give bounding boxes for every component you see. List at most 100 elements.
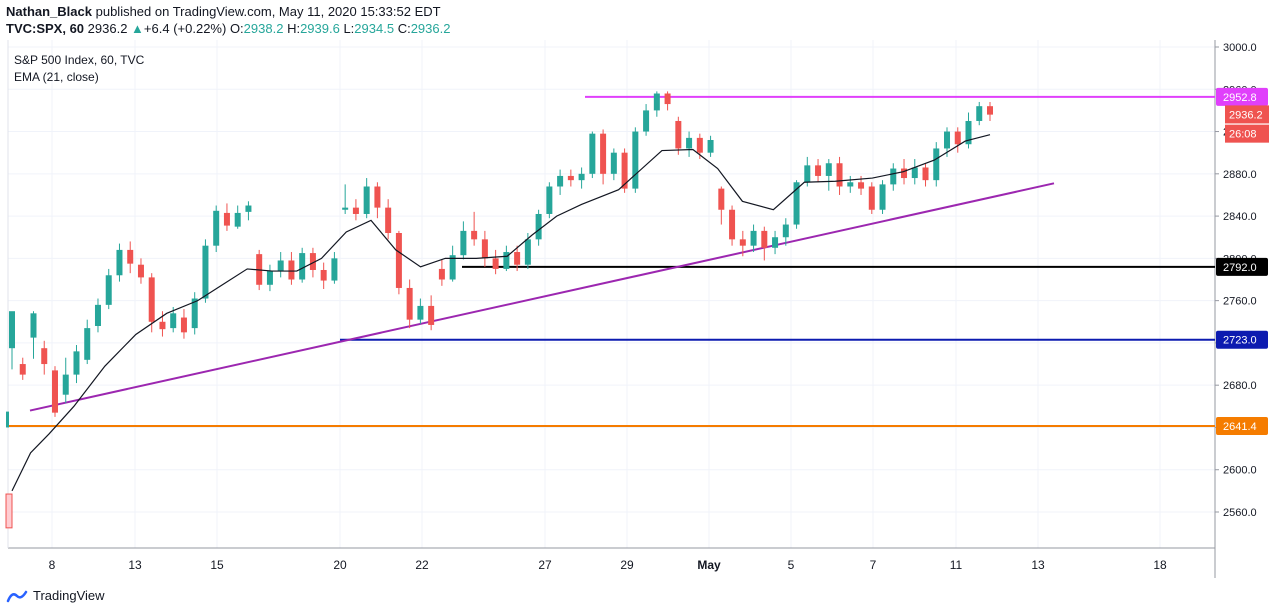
candle-body: [342, 207, 349, 210]
brand-name: TradingView: [33, 588, 105, 603]
candle-body: [202, 245, 209, 299]
candle-body: [213, 210, 220, 246]
level-label-bg: [1216, 416, 1268, 435]
level-label: 2952.8: [1223, 92, 1257, 104]
candle-body: [374, 186, 381, 208]
candle-body: [825, 163, 832, 176]
close-label: C:: [397, 21, 411, 36]
x-tick-label: 11: [950, 558, 963, 572]
candle-body: [223, 212, 230, 226]
high-value: 2939.6: [300, 21, 340, 36]
candle-body: [782, 224, 789, 238]
y-tick-label: 2600.0: [1223, 465, 1257, 477]
y-tick-label: 2880.0: [1223, 169, 1257, 181]
candle-body: [976, 106, 983, 121]
candle-body: [664, 93, 671, 105]
candle-body: [30, 313, 37, 338]
candle-body: [911, 167, 918, 179]
x-tick-label: 5: [788, 558, 795, 572]
candle-body: [438, 268, 445, 280]
candle-body: [901, 168, 908, 179]
candle-body: [524, 239, 531, 265]
symbol-name: TVC:SPX, 60: [6, 21, 85, 36]
price-chart[interactable]: 3000.02960.02920.02880.02840.02800.02760…: [0, 40, 1274, 580]
series-legend: S&P 500 Index, 60, TVC: [14, 53, 145, 67]
candle-body: [858, 182, 865, 189]
edge-candle-up: [6, 411, 9, 428]
candle-body: [41, 348, 48, 365]
y-tick-label: 2680.0: [1223, 380, 1257, 392]
x-tick-label: 13: [1031, 558, 1045, 572]
candle-body: [815, 165, 822, 176]
candle-body: [836, 163, 843, 187]
x-tick-label: 8: [49, 558, 56, 572]
candle-body: [686, 137, 693, 149]
candle-body: [277, 260, 284, 272]
candle-body: [180, 317, 187, 333]
y-tick-label: 2560.0: [1223, 507, 1257, 519]
candle-body: [417, 305, 424, 320]
candle-body: [170, 313, 177, 329]
candle-body: [922, 167, 929, 181]
tradingview-logo-icon: [6, 590, 28, 602]
candle-body: [675, 120, 682, 149]
candle-body: [51, 370, 58, 413]
candle-body: [707, 140, 714, 153]
candle-body: [320, 269, 327, 281]
candle-body: [191, 298, 198, 329]
price-label-bg: [1225, 124, 1269, 143]
publish-info: Nathan_Black published on TradingView.co…: [6, 4, 441, 19]
candle-body: [471, 230, 478, 240]
candle-body: [352, 207, 359, 214]
candle-body: [9, 311, 15, 349]
candle-body: [363, 186, 370, 214]
footer-brand[interactable]: TradingView: [6, 588, 105, 603]
level-label: 2641.4: [1223, 421, 1257, 433]
candle-body: [395, 233, 402, 288]
x-tick-label: 15: [210, 558, 224, 572]
candle-body: [879, 184, 886, 210]
y-tick-label: 2760.0: [1223, 296, 1257, 308]
level-label: 2723.0: [1223, 335, 1257, 347]
y-tick-label: 2840.0: [1223, 211, 1257, 223]
candle-body: [632, 131, 639, 189]
candle-body: [288, 260, 295, 280]
candle-body: [578, 173, 585, 181]
level-label-bg: [1216, 330, 1268, 349]
level-label-bg: [1216, 87, 1268, 106]
edge-candle: [5, 493, 13, 529]
candle-body: [105, 275, 112, 305]
candle-body: [600, 133, 607, 174]
trendline: [29, 182, 1055, 412]
candle-body: [331, 258, 338, 281]
candle-body: [148, 277, 155, 322]
ema-line: [11, 134, 991, 492]
candle-body: [557, 175, 564, 187]
candle-body: [406, 287, 413, 320]
candle-body: [933, 148, 940, 181]
candle-body: [535, 213, 542, 240]
candle-body: [965, 120, 972, 145]
candle-body: [987, 106, 993, 115]
candle-body: [729, 209, 736, 240]
x-tick-label: 18: [1153, 558, 1167, 572]
candle-body: [954, 131, 961, 145]
candle-body: [266, 271, 273, 285]
x-tick-label: 20: [333, 558, 347, 572]
candle-body: [73, 351, 80, 375]
candle-body: [944, 131, 951, 149]
last-price: 2936.2: [87, 21, 128, 36]
candle-body: [890, 168, 897, 185]
price-change: +6.4 (+0.22%): [143, 21, 227, 36]
x-tick-label: 27: [538, 558, 552, 572]
price-label-bg: [1225, 105, 1269, 124]
candle-body: [299, 253, 306, 280]
candle-body: [84, 328, 91, 360]
low-label: L:: [343, 21, 355, 36]
candle-body: [428, 305, 435, 325]
candle-body: [610, 152, 617, 174]
candle-body: [589, 133, 596, 174]
x-tick-label: 7: [870, 558, 877, 572]
candle-body: [127, 249, 134, 264]
candle-body: [137, 264, 144, 278]
